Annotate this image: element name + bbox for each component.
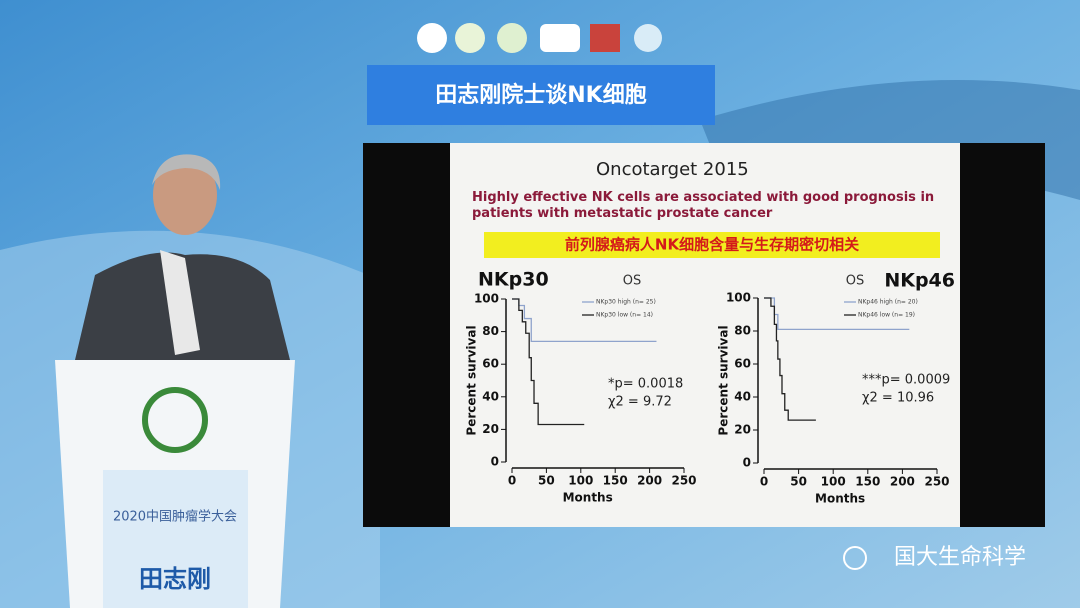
- highlight-box: [484, 232, 940, 258]
- y-tick-label: 20: [734, 423, 751, 437]
- x-tick-label: 0: [760, 475, 768, 489]
- y-tick-label: 40: [482, 389, 499, 403]
- annotation: ***p= 0.0009: [862, 373, 950, 388]
- x-axis-label: Months: [815, 492, 865, 506]
- podium-card: [103, 470, 248, 608]
- x-tick-label: 50: [790, 475, 807, 489]
- survival-curve: [764, 297, 910, 330]
- annotation: χ2 = 9.72: [608, 395, 672, 410]
- x-tick-label: 100: [568, 474, 593, 488]
- annotation: *p= 0.0018: [608, 377, 683, 392]
- x-tick-label: 0: [508, 474, 516, 488]
- logo-row: [417, 23, 662, 53]
- podium-speaker: 田志刚: [139, 565, 211, 593]
- watermark: 国大生命科学: [894, 545, 1026, 570]
- y-axis-label: Percent survival: [717, 325, 731, 435]
- banner: [367, 65, 715, 125]
- podium-event: 2020中国肿瘤学大会: [113, 509, 237, 525]
- survival-curve: [764, 297, 816, 421]
- y-tick-label: 80: [482, 324, 499, 338]
- x-tick-label: 250: [924, 475, 949, 489]
- x-tick-label: 150: [603, 474, 628, 488]
- slide-headline: Highly effective NK cells are associated…: [472, 190, 935, 221]
- chart-title: NKp30: [478, 269, 549, 291]
- slide-journal: Oncotarget 2015: [596, 159, 749, 180]
- survival-curve: [512, 298, 585, 426]
- slide-headline-box: Highly effective NK cells are associated…: [472, 190, 935, 221]
- x-tick-label: 100: [821, 475, 846, 489]
- y-tick-label: 100: [726, 291, 751, 305]
- slide-highlight: 前列腺癌病人NK细胞含量与生存期密切相关: [565, 236, 859, 254]
- y-tick-label: 0: [491, 455, 499, 469]
- x-axis-label: Months: [563, 491, 613, 505]
- legend-label: NKp46 low (n= 19): [858, 312, 915, 319]
- y-tick-label: 0: [743, 456, 751, 470]
- x-tick-label: 200: [890, 475, 915, 489]
- y-axis-label: Percent survival: [465, 325, 479, 435]
- y-tick-label: 20: [482, 422, 499, 436]
- y-tick-label: 40: [734, 390, 751, 404]
- speaker: [75, 154, 290, 360]
- annotation: χ2 = 10.96: [862, 391, 934, 406]
- chart-subtitle: OS: [623, 274, 641, 289]
- x-tick-label: 50: [538, 474, 555, 488]
- legend-label: NKp46 high (n= 20): [858, 299, 918, 306]
- y-tick-label: 60: [482, 357, 499, 371]
- legend-label: NKp30 high (n= 25): [596, 299, 656, 306]
- x-tick-label: 150: [855, 475, 880, 489]
- x-tick-label: 200: [637, 474, 662, 488]
- chart-subtitle: OS: [846, 274, 864, 289]
- y-tick-label: 60: [734, 357, 751, 371]
- chart-title: NKp46: [884, 270, 955, 292]
- banner-title: 田志刚院士谈NK细胞: [435, 82, 646, 108]
- x-tick-label: 250: [671, 474, 696, 488]
- watermark-icon: [843, 546, 867, 570]
- y-tick-label: 100: [474, 292, 499, 306]
- slide: [450, 143, 960, 527]
- y-tick-label: 80: [734, 324, 751, 338]
- legend-label: NKp30 low (n= 14): [596, 312, 653, 319]
- podium-logo: [142, 387, 208, 453]
